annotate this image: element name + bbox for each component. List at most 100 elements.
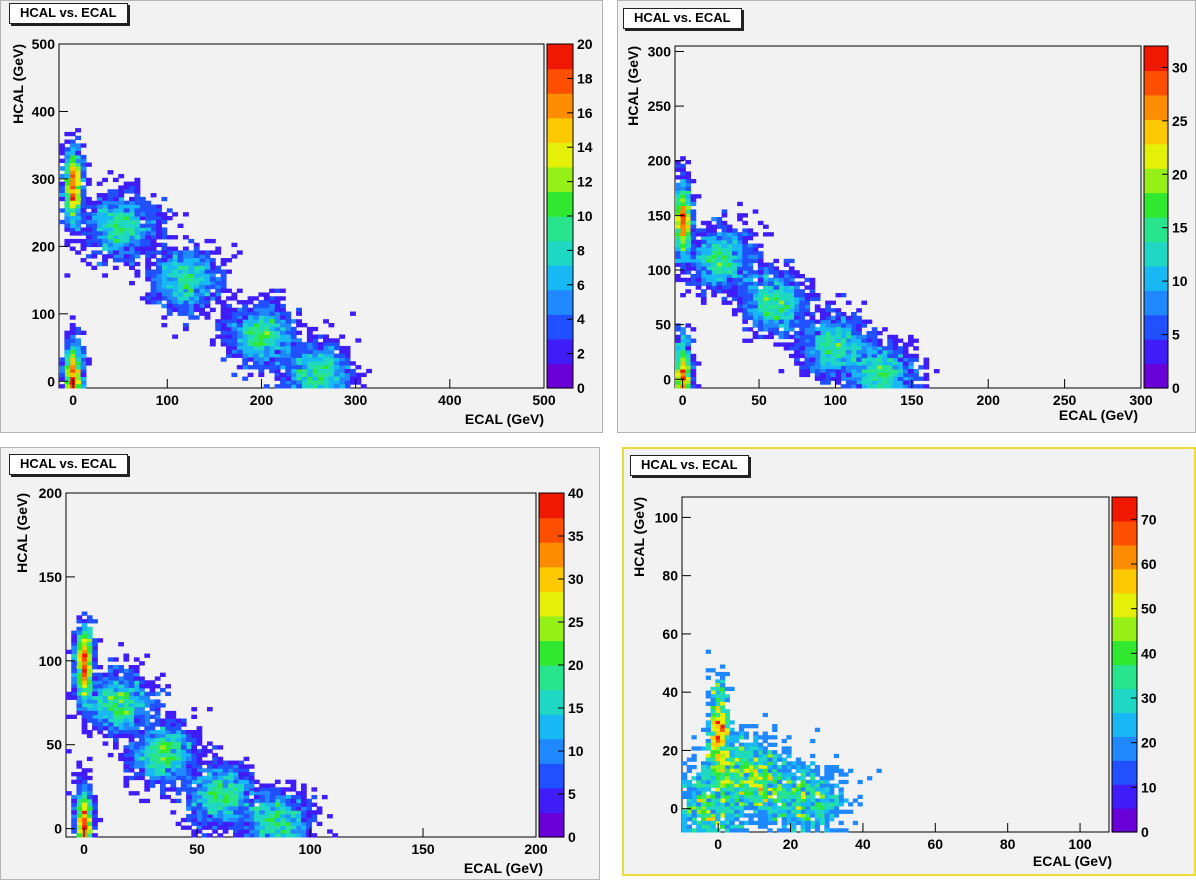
- density-cell: [139, 246, 146, 251]
- density-cell: [75, 357, 82, 362]
- density-cell: [719, 735, 726, 740]
- density-cell: [66, 691, 72, 697]
- density-cell: [285, 349, 292, 355]
- density-cell: [680, 251, 686, 256]
- density-cell: [97, 695, 104, 700]
- density-cell: [301, 798, 307, 804]
- density-cell: [675, 220, 681, 226]
- density-cell: [866, 357, 873, 362]
- density-cell: [752, 319, 759, 324]
- density-cell: [690, 384, 697, 389]
- density-cell: [247, 345, 254, 351]
- density-cell: [81, 680, 88, 685]
- density-cell: [172, 296, 179, 301]
- density-cell: [222, 829, 229, 834]
- density-cell: [86, 630, 93, 635]
- density-cell: [258, 345, 265, 351]
- chart-title[interactable]: HCAL vs. ECAL: [9, 3, 128, 24]
- color-scale-step: [1112, 580, 1137, 594]
- density-cell: [695, 232, 702, 237]
- density-cell: [829, 772, 835, 777]
- density-cell: [742, 277, 748, 283]
- density-cell: [768, 232, 774, 237]
- density-cell: [716, 285, 723, 290]
- density-cell: [258, 365, 265, 370]
- density-cell: [742, 213, 748, 218]
- density-cell: [791, 794, 797, 799]
- density-cell: [182, 258, 189, 263]
- density-cell: [107, 170, 114, 175]
- density-cell: [748, 798, 754, 803]
- color-scale-step: [539, 701, 564, 715]
- density-cell: [814, 791, 821, 796]
- density-cell: [861, 319, 868, 324]
- color-scale-step: [547, 80, 573, 94]
- density-cell: [317, 372, 324, 378]
- density-cell: [882, 369, 888, 374]
- density-cell: [690, 361, 697, 366]
- density-cell: [92, 817, 98, 823]
- density-cell: [247, 326, 254, 332]
- density-cell: [871, 331, 878, 336]
- density-cell: [71, 794, 77, 800]
- y-tick-label: 150: [648, 207, 672, 223]
- density-cell: [102, 714, 109, 720]
- density-cell: [715, 705, 721, 710]
- density-cell: [724, 794, 730, 799]
- density-cell: [729, 761, 735, 766]
- density-cell: [734, 738, 740, 744]
- density-cell: [149, 684, 156, 689]
- density-cell: [274, 802, 281, 807]
- density-cell: [731, 293, 738, 298]
- density-cell: [897, 384, 904, 389]
- density-cell: [144, 756, 151, 762]
- density-cell: [675, 163, 681, 169]
- density-cell: [773, 308, 780, 313]
- density-cell: [226, 338, 232, 343]
- density-cell: [724, 783, 730, 788]
- density-cell: [700, 768, 707, 773]
- density-cell: [871, 342, 878, 347]
- density-cell: [160, 745, 166, 750]
- chart-title[interactable]: HCAL vs. ECAL: [623, 8, 742, 29]
- density-cell: [317, 345, 324, 351]
- density-cell: [191, 752, 198, 758]
- density-cell: [188, 303, 195, 309]
- density-cell: [76, 695, 83, 700]
- density-cell: [133, 684, 140, 689]
- density-cell: [86, 661, 93, 666]
- density-cell: [861, 350, 868, 355]
- density-cell: [81, 695, 88, 700]
- density-cell: [690, 198, 697, 203]
- density-cell: [856, 384, 862, 389]
- density-cell: [269, 798, 276, 804]
- density-cell: [819, 779, 825, 785]
- density-cell: [71, 691, 77, 697]
- density-cell: [279, 380, 286, 385]
- density-cell: [791, 779, 797, 785]
- density-cell: [102, 680, 109, 685]
- chart-title[interactable]: HCAL vs. ECAL: [9, 454, 128, 475]
- chart-title[interactable]: HCAL vs. ECAL: [630, 455, 749, 476]
- x-tick-label: 500: [532, 392, 556, 408]
- density-cell: [145, 219, 152, 225]
- density-cell: [301, 817, 307, 823]
- density-cell: [188, 254, 195, 259]
- color-scale-step: [539, 615, 564, 629]
- density-cell: [220, 338, 227, 343]
- density-cell: [81, 718, 88, 723]
- density-cell: [794, 353, 800, 359]
- density-cell: [819, 342, 826, 347]
- density-cell: [139, 208, 146, 213]
- density-cell: [290, 821, 297, 827]
- density-cell: [867, 776, 873, 781]
- density-cell: [691, 798, 697, 803]
- density-cell: [274, 384, 281, 389]
- density-cell: [344, 353, 351, 358]
- density-cell: [220, 303, 227, 309]
- density-cell: [188, 258, 195, 263]
- density-cell: [814, 308, 821, 313]
- density-cell: [242, 303, 249, 309]
- density-cell: [757, 220, 764, 226]
